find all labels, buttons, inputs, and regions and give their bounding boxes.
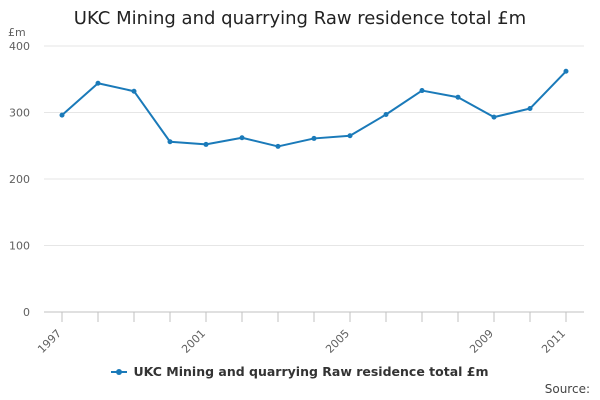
data-point[interactable] (239, 135, 245, 141)
y-tick-label: 200 (9, 173, 30, 186)
source-label[interactable]: Source: (544, 382, 590, 396)
data-point[interactable] (455, 94, 461, 100)
data-point[interactable] (275, 143, 281, 149)
data-point[interactable] (419, 88, 425, 94)
axes: 0 100 200 300 400£m 1997 2001 2005 2009 2011 (8, 26, 568, 356)
series-line[interactable] (61, 70, 567, 148)
x-tick-label: 2009 (467, 327, 496, 356)
legend[interactable]: UKC Mining and quarrying Raw residence t… (0, 364, 600, 379)
y-axis-unit-label: £m (8, 26, 26, 39)
data-point[interactable] (131, 88, 137, 94)
data-point[interactable] (95, 80, 101, 86)
y-tick-label: 100 (9, 240, 30, 253)
data-point[interactable] (491, 114, 497, 120)
data-point[interactable] (527, 106, 533, 112)
legend-swatch-icon (111, 368, 128, 375)
x-tick-label: 1997 (35, 327, 64, 356)
data-point[interactable] (347, 133, 353, 139)
gridlines (44, 45, 584, 313)
x-tick-label: 2011 (539, 327, 568, 356)
legend-label: UKC Mining and quarrying Raw residence t… (133, 364, 489, 379)
y-tick-label: 0 (23, 306, 30, 319)
data-point[interactable] (167, 139, 173, 145)
y-tick-label: 300 (9, 107, 30, 120)
chart-title: UKC Mining and quarrying Raw residence t… (73, 8, 527, 29)
data-point[interactable] (203, 141, 209, 147)
y-tick-label: 400 (9, 40, 30, 53)
data-point[interactable] (59, 112, 65, 118)
x-tick-label: 2005 (323, 327, 352, 356)
data-point[interactable] (383, 111, 389, 117)
series (59, 68, 569, 149)
data-point[interactable] (563, 68, 569, 74)
data-point[interactable] (311, 135, 317, 141)
x-tick-label: 2001 (179, 327, 208, 356)
